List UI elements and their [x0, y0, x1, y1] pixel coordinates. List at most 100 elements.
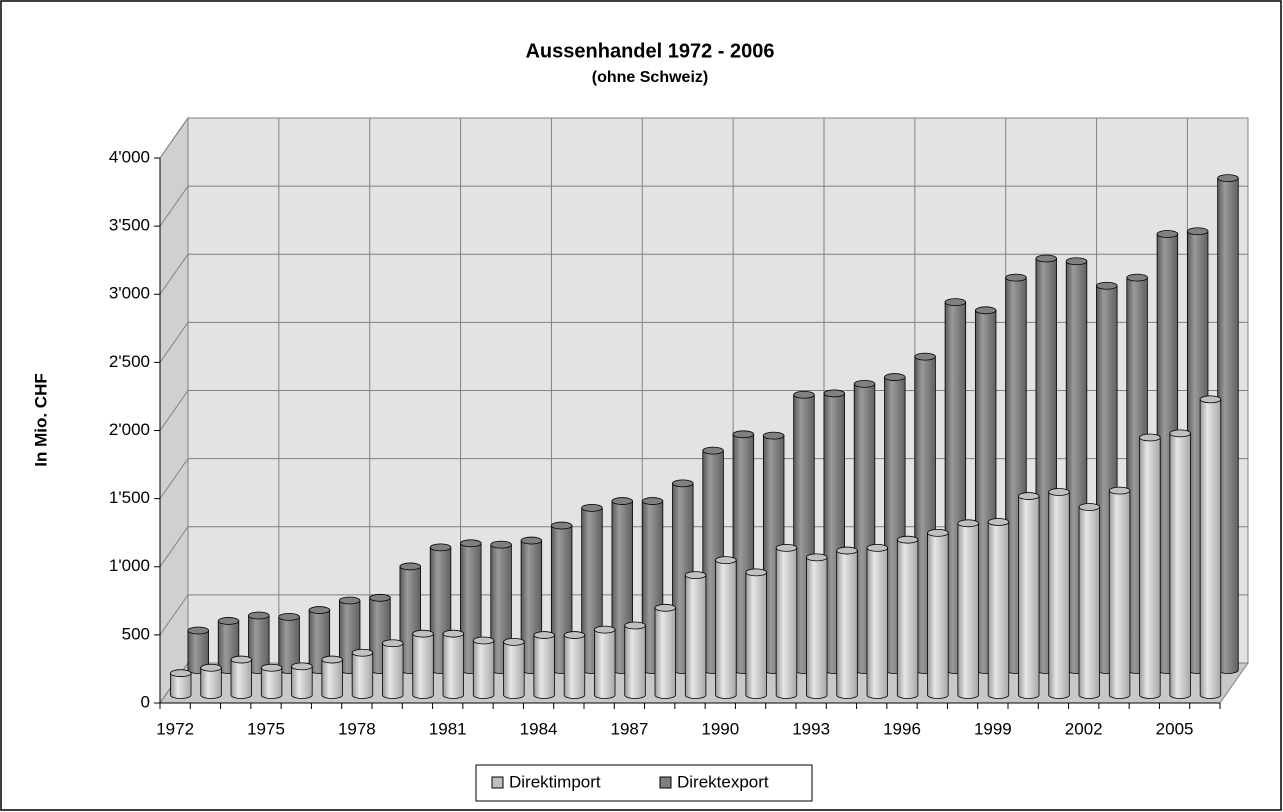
x-tick-label: 1972	[156, 719, 194, 738]
x-tick-label: 1984	[520, 719, 558, 738]
bar-top	[533, 631, 555, 639]
bar	[987, 521, 1010, 699]
bar-top	[1108, 486, 1131, 495]
bar	[170, 672, 192, 699]
bar-top	[1169, 429, 1191, 438]
bar-top	[611, 497, 633, 505]
bar	[1169, 433, 1191, 699]
bar	[533, 634, 555, 699]
bar	[1048, 491, 1070, 699]
bar-top	[1078, 503, 1101, 511]
x-tick-label: 2005	[1156, 719, 1194, 738]
bar	[200, 667, 222, 699]
bar-top	[1048, 488, 1070, 496]
bar-top	[382, 639, 404, 648]
bar-top	[369, 593, 391, 602]
y-tick-label: 3'500	[109, 216, 150, 235]
legend-label: Direktimport	[509, 772, 601, 791]
bar	[442, 633, 465, 699]
bar-top	[278, 612, 300, 621]
bar-top	[702, 446, 724, 455]
bar-top	[974, 306, 997, 315]
bar-top	[550, 521, 573, 530]
y-axis-label: In Mio. CHF	[31, 373, 50, 466]
x-tick-label: 1990	[701, 719, 739, 738]
bar-top	[793, 390, 815, 399]
bar-top	[291, 662, 313, 671]
bar-top	[520, 536, 543, 545]
bar-top	[853, 379, 876, 388]
bar-top	[490, 540, 512, 549]
bar-top	[896, 535, 919, 544]
bar	[472, 640, 495, 699]
bar-top	[1199, 395, 1222, 404]
bar	[351, 652, 374, 699]
grid-line	[159, 253, 189, 295]
y-tick-label: 4'000	[109, 147, 150, 166]
bar-top	[775, 543, 798, 552]
bar-top	[762, 431, 785, 440]
bar-top	[684, 571, 707, 579]
x-tick-label: 1987	[611, 719, 649, 738]
chart-title: Aussenhandel 1972 - 2006	[525, 40, 774, 62]
bar-top	[1035, 254, 1057, 263]
bar	[1199, 398, 1222, 699]
bar	[321, 659, 343, 699]
bar-top	[732, 430, 755, 439]
y-tick-label: 0	[141, 692, 150, 711]
bar-top	[624, 621, 646, 630]
bar-top	[200, 663, 222, 672]
bar	[412, 633, 434, 699]
bar-top	[1065, 257, 1088, 266]
legend-box	[475, 764, 813, 802]
x-tick-label: 2002	[1065, 719, 1103, 738]
bar	[745, 571, 767, 699]
bar-top	[1139, 433, 1161, 442]
bar-top	[503, 637, 525, 646]
bar-top	[230, 655, 253, 664]
bar-top	[429, 543, 452, 552]
bar-top	[187, 626, 209, 635]
y-tick-label: 2'500	[109, 352, 150, 371]
legend-swatch	[659, 776, 672, 789]
bar	[957, 522, 979, 699]
y-tick-label: 3'000	[109, 284, 150, 303]
y-tick-label: 2'000	[109, 420, 150, 439]
bar-top	[1005, 273, 1027, 282]
bar	[563, 634, 586, 699]
grid-line	[159, 458, 189, 499]
bar-top	[745, 568, 767, 577]
bar	[715, 559, 737, 699]
bar-top	[170, 669, 192, 678]
bar-top	[672, 479, 694, 488]
bar	[1078, 506, 1101, 699]
bar	[594, 629, 616, 699]
bar-top	[321, 655, 343, 664]
bar-top	[927, 528, 949, 537]
grid-line	[159, 117, 189, 159]
bar-top	[957, 519, 979, 528]
x-tick-label: 1975	[247, 719, 285, 738]
grid-line	[159, 594, 189, 636]
bar-top	[1096, 281, 1118, 290]
bar-top	[412, 629, 434, 638]
bar-top	[944, 298, 967, 307]
y-tick-label: 1'500	[109, 488, 150, 507]
bar	[866, 547, 889, 699]
bar-top	[987, 518, 1010, 526]
bar	[291, 665, 313, 699]
bar-top	[823, 389, 845, 398]
bar-top	[715, 556, 737, 565]
bar-top	[1217, 174, 1239, 183]
bar-top	[399, 562, 421, 571]
bar-top	[594, 625, 616, 634]
bar	[624, 625, 646, 699]
chart-subtitle: (ohne Schweiz)	[592, 69, 708, 86]
bar-top	[248, 611, 270, 620]
bar-top	[866, 543, 889, 552]
x-tick-label: 1993	[792, 719, 830, 738]
bar	[806, 556, 828, 699]
bar	[836, 550, 858, 699]
bar	[654, 607, 677, 699]
